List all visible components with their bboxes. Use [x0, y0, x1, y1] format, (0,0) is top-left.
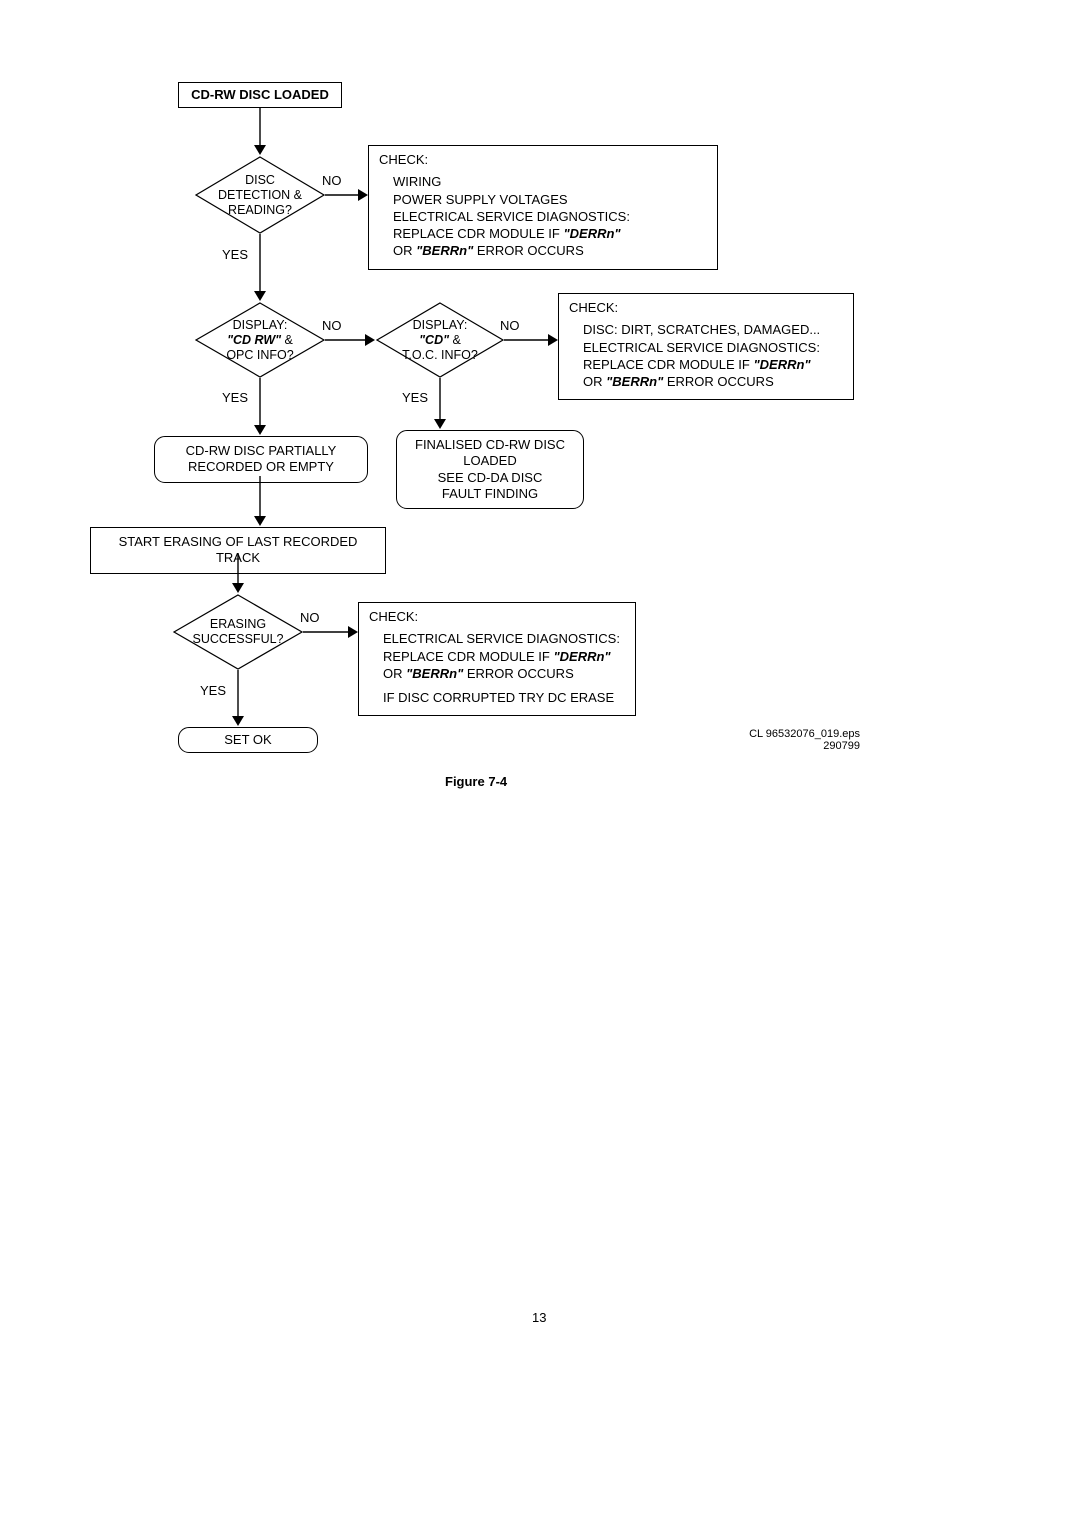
state-finalised: FINALISED CD-RW DISCLOADEDSEE CD-DA DISC…: [396, 430, 584, 509]
label-no-4: NO: [300, 610, 320, 625]
check-disc-dirt: CHECK:DISC: DIRT, SCRATCHES, DAMAGED...E…: [558, 293, 854, 400]
label-no-1: NO: [322, 173, 342, 188]
decision-disc-detection: DISCDETECTION &READING?: [195, 156, 325, 234]
page: CD-RW DISC LOADED DISCDETECTION &READING…: [0, 0, 1080, 1528]
check-wiring: CHECK:WIRINGPOWER SUPPLY VOLTAGESELECTRI…: [368, 145, 718, 270]
label-yes-1: YES: [222, 247, 248, 262]
decision-display-cdrw: DISPLAY:"CD RW" &OPC INFO?: [195, 302, 325, 378]
label-no-2: NO: [322, 318, 342, 333]
label-no-3: NO: [500, 318, 520, 333]
state-partial-or-empty: CD-RW DISC PARTIALLYRECORDED OR EMPTY: [154, 436, 368, 483]
end-set-ok: SET OK: [178, 727, 318, 753]
label-yes-2: YES: [222, 390, 248, 405]
decision-display-cd: DISPLAY:"CD" &T.O.C. INFO?: [376, 302, 504, 378]
decision-erasing-successful: ERASINGSUCCESSFUL?: [173, 594, 303, 670]
action-start-erasing: START ERASING OF LAST RECORDED TRACK: [90, 527, 386, 574]
eps-filename: CL 96532076_019.eps290799: [730, 728, 860, 752]
label-yes-4: YES: [200, 683, 226, 698]
start-box: CD-RW DISC LOADED: [178, 82, 342, 108]
page-number: 13: [532, 1310, 546, 1325]
label-yes-3: YES: [402, 390, 428, 405]
figure-caption: Figure 7-4: [445, 774, 507, 789]
check-erase-fail: CHECK:ELECTRICAL SERVICE DIAGNOSTICS:REP…: [358, 602, 636, 716]
